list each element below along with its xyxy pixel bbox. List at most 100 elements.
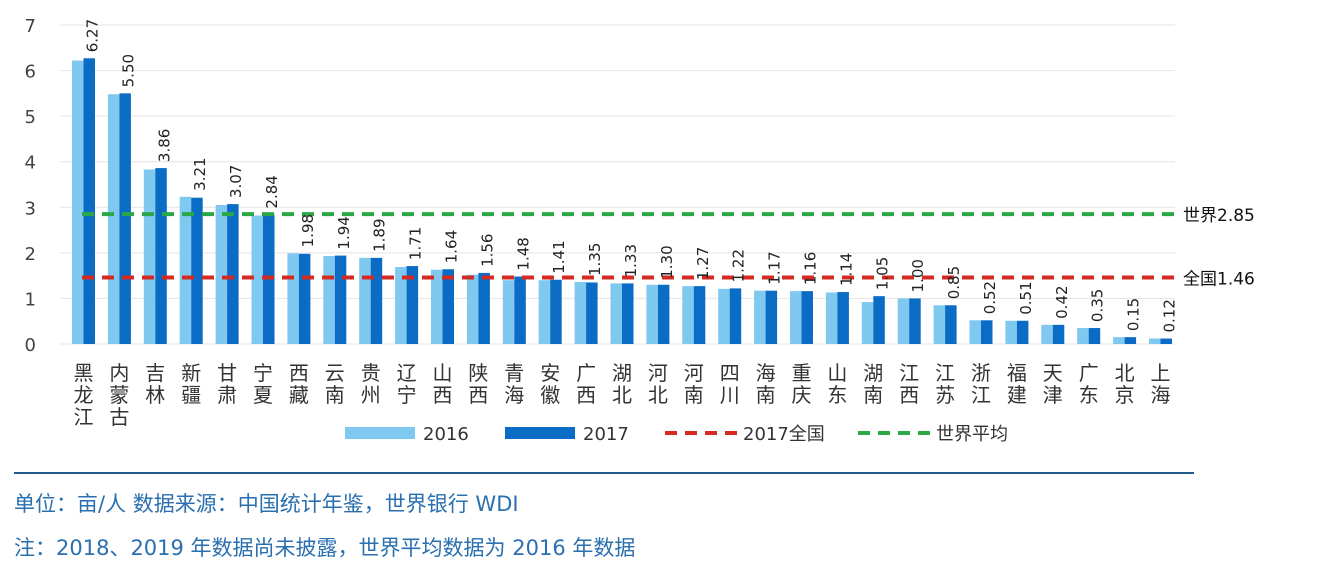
bar-2017 [801, 291, 813, 344]
bar-2017 [1052, 324, 1065, 344]
bar-2017 [765, 290, 778, 344]
bar-2017 [622, 283, 634, 344]
bar-2016 [861, 302, 874, 344]
x-tick-label: 上海 [1151, 361, 1171, 407]
legend-swatch [345, 427, 415, 439]
x-tick-label: 甘肃 [217, 361, 237, 407]
bar-2016 [215, 205, 228, 344]
data-label: 1.48 [514, 237, 532, 270]
x-tick-label: 安徽 [540, 361, 560, 407]
bar-2016 [825, 292, 838, 344]
data-label: 0.52 [981, 281, 999, 314]
bar-2016 [502, 280, 515, 344]
x-tick-label: 陕西 [468, 361, 488, 407]
bar-2016 [969, 320, 981, 344]
x-tick-label: 辽宁 [397, 361, 417, 407]
bar-2016 [466, 274, 479, 344]
legend: 2016 2017 2017全国 世界平均 [345, 424, 1008, 445]
x-tick-label: 内蒙古 [109, 361, 129, 429]
data-label: 0.85 [945, 266, 963, 299]
bar-2017 [514, 276, 526, 344]
legend-label: 世界平均 [936, 424, 1008, 445]
bar-2017 [1124, 337, 1137, 344]
x-tick-label: 江西 [899, 361, 919, 407]
legend-label: 2017全国 [743, 424, 825, 445]
bar-2016 [790, 291, 802, 344]
bar-2016 [359, 257, 371, 344]
data-label: 1.98 [299, 214, 317, 247]
bar-2016 [718, 288, 730, 344]
data-label: 1.14 [837, 253, 855, 286]
x-tick-label: 河北 [648, 361, 668, 407]
reference-line-label: 全国1.46 [1183, 269, 1255, 289]
x-tick-label: 新疆 [181, 361, 201, 407]
legend-swatch [505, 427, 575, 439]
x-tick-label: 黑龙江 [74, 361, 94, 429]
bar-2016 [754, 290, 766, 344]
data-label: 0.15 [1125, 298, 1143, 331]
bar-2017 [837, 292, 849, 344]
x-axis: 黑龙江内蒙古吉林新疆甘肃宁夏西藏云南贵州辽宁山西陕西青海安徽广西湖北河北河南四川… [74, 361, 1171, 429]
bar-2016 [610, 283, 622, 344]
data-label: 1.35 [586, 243, 604, 276]
bar-2017 [945, 305, 957, 344]
y-tick-label: 4 [25, 153, 36, 174]
bar-2017 [1160, 338, 1172, 344]
data-label: 0.35 [1089, 289, 1107, 322]
bar-2016 [395, 266, 407, 344]
data-label: 1.89 [371, 218, 389, 251]
bar-2017 [191, 197, 203, 344]
x-tick-label: 四川 [720, 361, 740, 407]
bar-chart: 0 1 2 3 4 5 6 7 世界2.85 全国1.46 6.27 5.50 3.86 3.21 3.… [25, 16, 1255, 445]
data-label: 3.21 [191, 157, 209, 190]
bar-2017 [909, 298, 921, 344]
bar-2016 [646, 284, 658, 344]
source-note: 单位：亩/人 数据来源：中国统计年鉴，世界银行 WDI [14, 492, 519, 516]
x-tick-label: 天津 [1043, 361, 1063, 407]
y-tick-label: 5 [25, 107, 36, 128]
data-label: 3.07 [227, 165, 245, 198]
bars [72, 58, 1172, 344]
x-tick-label: 广东 [1079, 361, 1099, 407]
data-labels: 6.27 5.50 3.86 3.21 3.07 2.84 1.98 1.94 1.89 1.71… [84, 19, 1179, 333]
bar-2017 [334, 255, 347, 344]
bar-2016 [1041, 324, 1053, 344]
x-tick-label: 北京 [1115, 361, 1135, 407]
x-tick-label: 吉林 [145, 361, 165, 407]
bar-2017 [119, 93, 131, 344]
y-tick-label: 7 [25, 16, 36, 37]
x-tick-label: 宁夏 [253, 361, 273, 407]
bar-2017 [370, 257, 383, 344]
data-label: 1.05 [873, 257, 891, 290]
x-tick-label: 河南 [684, 361, 704, 407]
x-tick-label: 海南 [756, 361, 776, 407]
bar-2017 [227, 204, 239, 344]
y-tick-label: 2 [25, 244, 36, 265]
data-label: 1.71 [407, 227, 425, 260]
reference-line-label: 世界2.85 [1183, 206, 1255, 226]
bar-2017 [442, 269, 454, 344]
legend-label: 2016 [423, 424, 469, 445]
bar-2017 [1016, 320, 1029, 344]
data-label: 1.30 [658, 245, 676, 278]
data-label: 0.42 [1053, 285, 1071, 318]
bar-2017 [155, 168, 167, 344]
y-tick-label: 6 [25, 62, 36, 83]
bar-2017 [657, 284, 670, 344]
data-label: 1.41 [550, 240, 568, 273]
data-label: 6.27 [84, 19, 102, 52]
bar-2016 [179, 196, 192, 344]
bar-2017 [478, 272, 490, 344]
x-tick-label: 广西 [576, 361, 596, 407]
bar-2017 [586, 282, 598, 344]
x-tick-label: 青海 [504, 361, 524, 407]
bar-2016 [538, 280, 551, 344]
data-label: 1.16 [802, 252, 820, 285]
data-label: 0.51 [1017, 281, 1035, 314]
bar-2017 [981, 320, 993, 344]
bar-2016 [574, 282, 587, 344]
bar-2016 [1005, 320, 1017, 344]
bar-2016 [107, 94, 120, 344]
reference-lines: 世界2.85 全国1.46 [82, 206, 1255, 289]
data-label: 1.27 [694, 247, 712, 280]
